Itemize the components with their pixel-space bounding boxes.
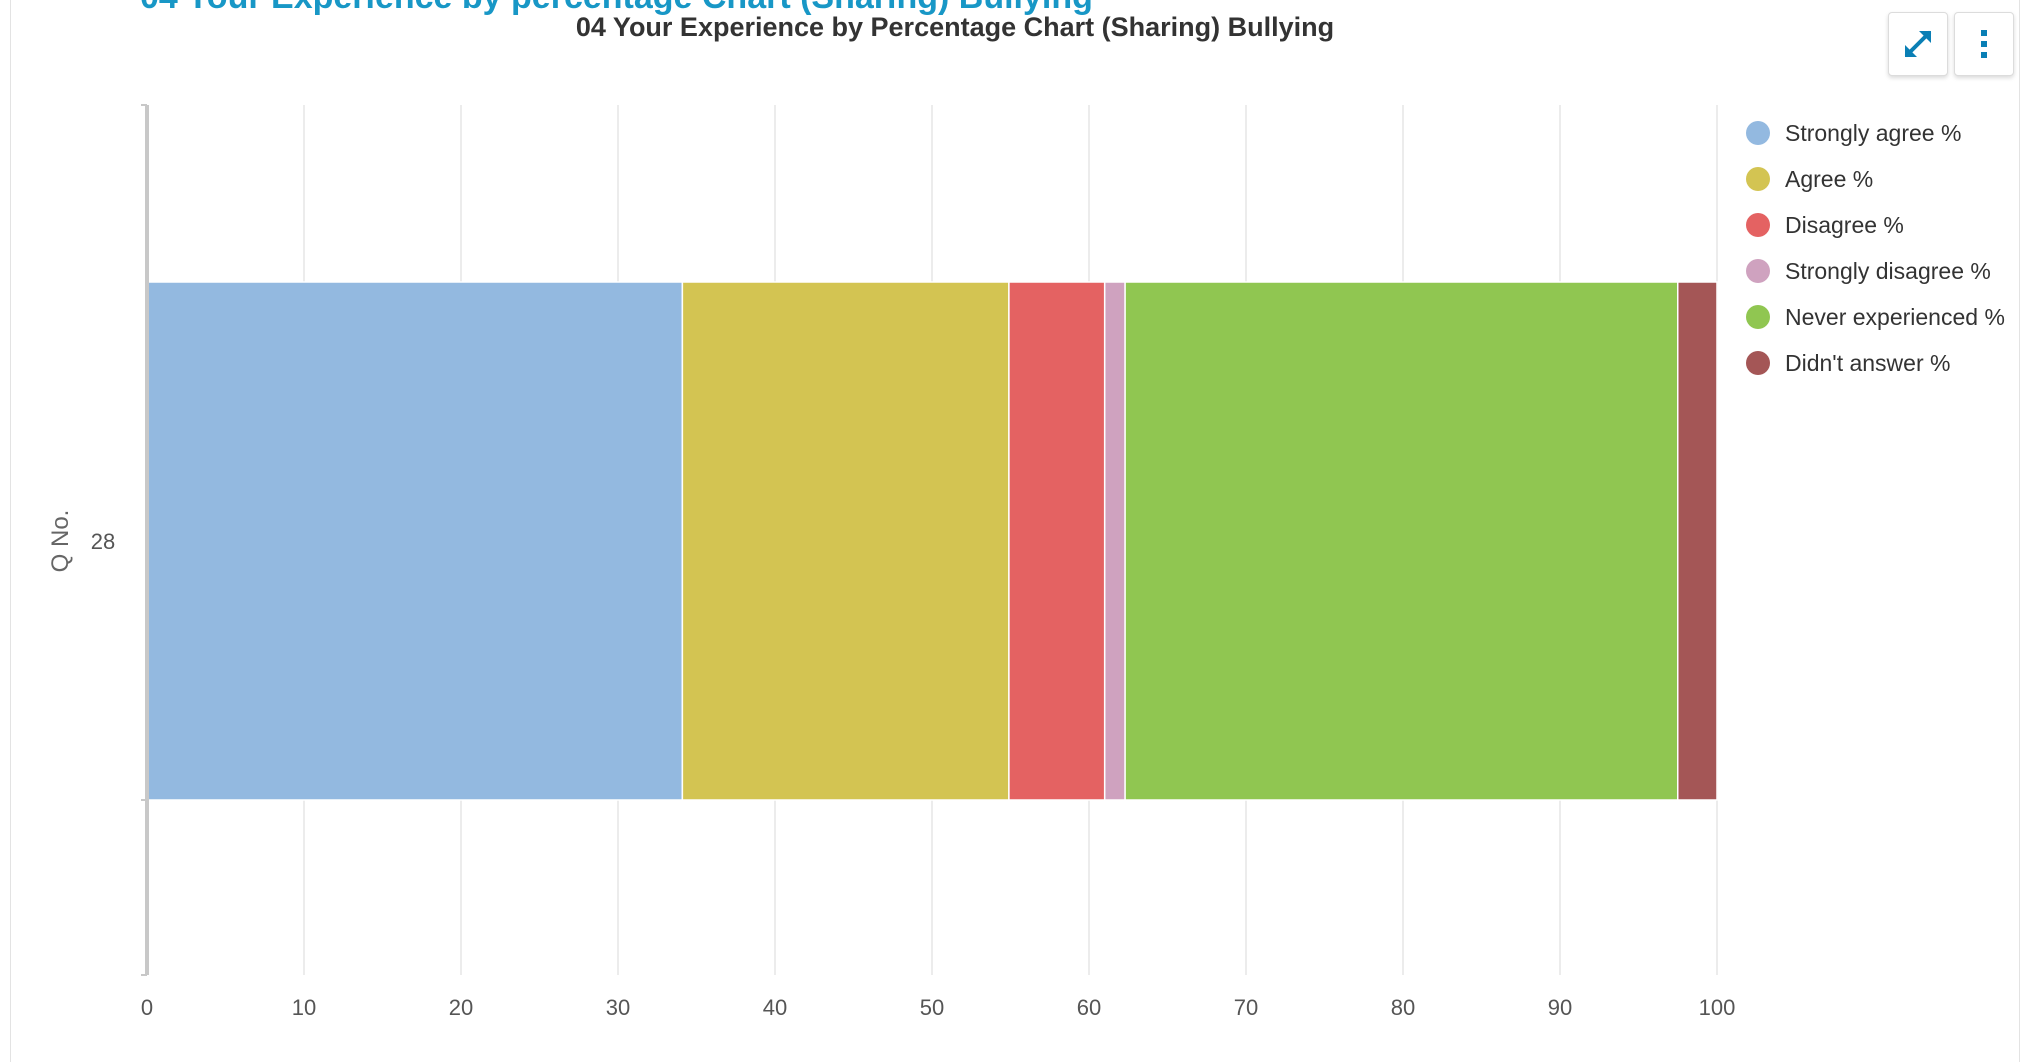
axes: 0 10 20 30 40 50 60 70 80 90 100 28 Q No.: [47, 104, 1736, 1020]
bar-segment: [1677, 281, 1718, 801]
legend-label: Didn't answer %: [1785, 350, 1950, 376]
legend-label: Strongly disagree %: [1785, 258, 1991, 284]
bar-segment: [1124, 281, 1679, 801]
y-tick-label: 28: [91, 529, 115, 554]
x-tick-label: 30: [606, 995, 630, 1020]
legend-label: Disagree %: [1785, 212, 1904, 238]
bar-segment: [1103, 281, 1126, 801]
expand-button[interactable]: [1888, 12, 1948, 76]
x-tick-label: 20: [449, 995, 473, 1020]
x-tick-label: 60: [1077, 995, 1101, 1020]
expand-arrows-icon: [1905, 31, 1931, 57]
x-tick-label: 50: [920, 995, 944, 1020]
bar-segments: [146, 281, 1718, 801]
vertical-ellipsis-icon: [1981, 30, 1987, 58]
legend-marker: [1746, 167, 1770, 191]
x-tick-label: 90: [1548, 995, 1572, 1020]
legend-marker: [1746, 213, 1770, 237]
y-axis-title: Q No.: [47, 510, 74, 573]
panel-frame: [10, 0, 2020, 1062]
legend: Strongly agree % Agree % Disagree % Strongl…: [1746, 120, 2005, 376]
panel-header-title: 04 Your Experience by percentage Chart (…: [140, 0, 1093, 17]
x-tick-label: 10: [292, 995, 316, 1020]
bar-segment: [1008, 281, 1106, 801]
bar-segment: [681, 281, 1010, 801]
x-tick-label: 100: [1699, 995, 1736, 1020]
legend-label: Agree %: [1785, 166, 1873, 192]
chart-title: 04 Your Experience by Percentage Chart (…: [575, 12, 1335, 42]
legend-label: Strongly agree %: [1785, 120, 1961, 146]
legend-marker: [1746, 121, 1770, 145]
x-tick-label: 40: [763, 995, 787, 1020]
legend-marker: [1746, 259, 1770, 283]
legend-marker: [1746, 351, 1770, 375]
legend-marker: [1746, 305, 1770, 329]
x-tick-label: 70: [1234, 995, 1258, 1020]
bar-segment: [146, 281, 684, 801]
more-options-button[interactable]: [1954, 12, 2014, 76]
legend-label: Never experienced %: [1785, 304, 2005, 330]
x-tick-label: 80: [1391, 995, 1415, 1020]
x-tick-label: 0: [141, 995, 153, 1020]
